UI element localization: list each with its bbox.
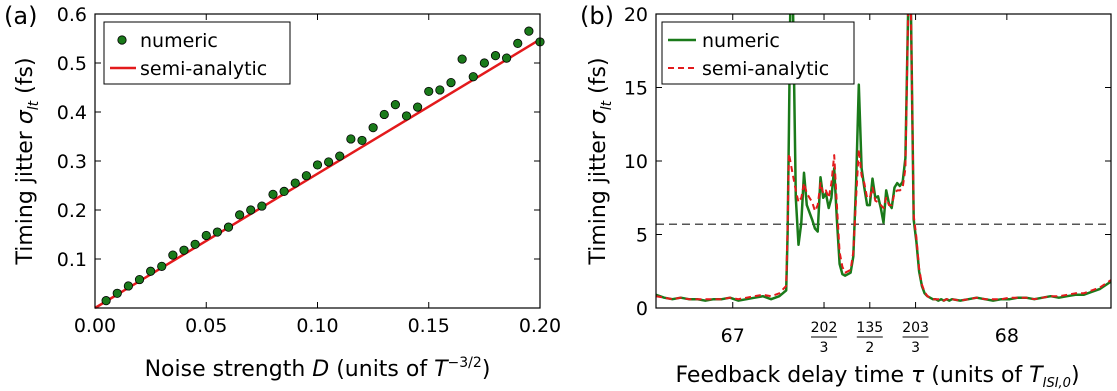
x-tick-label: 0.10 <box>296 315 338 337</box>
y-tick-label: 0.6 <box>57 4 87 26</box>
numeric-point <box>157 261 167 271</box>
numeric-point <box>424 86 434 97</box>
numeric-point <box>268 189 278 199</box>
legend-numeric-label: numeric <box>140 30 218 52</box>
y-tick-label: 0.4 <box>57 102 87 124</box>
legend-semi-analytic-label: semi-analytic <box>140 58 267 80</box>
panel-b-legend: numeric semi-analytic <box>661 21 855 85</box>
numeric-point <box>301 171 311 181</box>
numeric-point <box>246 205 256 215</box>
numeric-point <box>168 250 178 260</box>
numeric-point <box>468 72 478 82</box>
numeric-point <box>235 210 245 220</box>
panel-a-label: (a) <box>4 2 37 30</box>
numeric-point <box>502 53 512 63</box>
y-tick-label: 0.3 <box>57 151 87 173</box>
numeric-point <box>201 230 211 241</box>
panel-b-plot-area <box>656 14 1111 302</box>
numeric-point <box>446 78 456 88</box>
semi-analytic-series-line <box>656 14 1111 302</box>
numeric-point <box>101 296 111 306</box>
panel-b-y-axis-label: Timing jitter σlt (fs) <box>586 57 615 265</box>
legend-box <box>103 21 291 85</box>
panel-a-legend: numeric semi-analytic <box>103 21 291 85</box>
numeric-point <box>279 186 289 196</box>
numeric-point <box>324 157 334 167</box>
numeric-point <box>212 227 222 237</box>
y-tick-label: 20 <box>624 4 648 26</box>
x-fraction-numerator: 135 <box>856 320 883 336</box>
numeric-point <box>457 54 467 64</box>
x-tick-label: 0.05 <box>185 315 227 337</box>
numeric-point <box>112 288 122 298</box>
numeric-point <box>312 160 323 170</box>
legend-numeric-marker <box>117 35 127 45</box>
numeric-point <box>257 201 267 211</box>
panel-a: (a) 0.00 0.05 0.10 0.15 0.20 0.1 0.2 0.3 0.4 0.5 0… <box>4 2 561 382</box>
numeric-point <box>335 151 345 161</box>
numeric-point <box>490 51 501 61</box>
numeric-point <box>123 281 133 291</box>
panel-b: (b) 0 5 10 15 20 67 68 202 3 135 2 203 3 numeric semi… <box>580 2 1112 391</box>
legend-numeric-label: numeric <box>702 30 780 52</box>
numeric-point <box>290 178 300 188</box>
semi-analytic-line <box>94 38 541 310</box>
numeric-point <box>368 123 378 133</box>
numeric-point <box>524 26 534 36</box>
panel-a-x-axis-label: Noise strength D (units of T−3/2) <box>145 355 491 382</box>
y-tick-label: 10 <box>624 151 648 173</box>
numeric-point <box>223 222 234 232</box>
x-tick-label: 67 <box>721 325 745 347</box>
numeric-point <box>357 135 367 146</box>
x-tick-label: 68 <box>995 325 1019 347</box>
numeric-point <box>435 85 445 95</box>
x-fraction-numerator: 203 <box>902 320 929 336</box>
numeric-point <box>379 109 389 120</box>
y-tick-label: 15 <box>624 78 648 100</box>
x-fraction-denominator: 2 <box>865 340 874 356</box>
numeric-point <box>190 239 200 249</box>
numeric-point <box>146 266 156 276</box>
y-tick-label: 0.1 <box>57 249 87 271</box>
x-fraction-denominator: 3 <box>911 340 920 356</box>
panel-b-label: (b) <box>580 2 614 30</box>
x-tick-label: 0.20 <box>519 315 561 337</box>
y-tick-label: 0.2 <box>57 200 87 222</box>
x-tick-label: 0.15 <box>408 315 450 337</box>
x-fraction-numerator: 202 <box>811 320 838 336</box>
y-tick-label: 0.5 <box>57 53 87 75</box>
panel-b-x-axis-label: Feedback delay time τ (units of TISI,0) <box>675 363 1079 391</box>
x-fraction-denominator: 3 <box>820 340 829 356</box>
numeric-point <box>179 245 189 255</box>
numeric-point <box>346 134 356 144</box>
numeric-point <box>413 102 423 112</box>
numeric-point <box>134 274 145 285</box>
y-tick-label: 0 <box>636 298 648 320</box>
numeric-point <box>401 111 412 121</box>
numeric-point <box>479 58 489 68</box>
legend-semi-analytic-label: semi-analytic <box>702 58 829 80</box>
x-tick-label: 0.00 <box>74 315 116 337</box>
numeric-point <box>390 100 400 110</box>
panel-a-y-axis-label: Timing jitter σlt (fs) <box>13 57 42 265</box>
numeric-point <box>513 38 523 49</box>
y-tick-label: 5 <box>636 225 648 247</box>
legend-box <box>661 21 855 85</box>
